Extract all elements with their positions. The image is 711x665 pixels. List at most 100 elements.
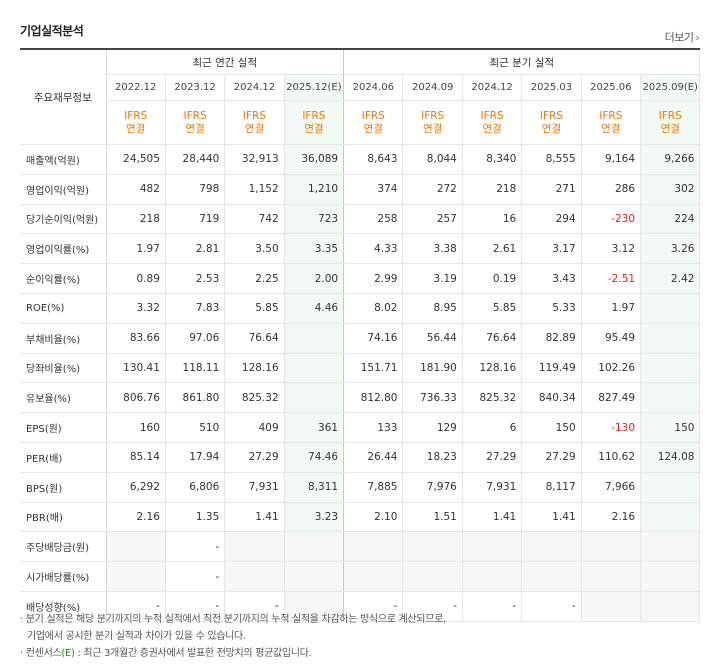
ifrs-label: IFRS 연결 [581, 100, 642, 145]
table-cell: 2.53 [165, 263, 226, 294]
table-cell: 3.19 [402, 263, 463, 294]
table-cell: 510 [165, 412, 226, 443]
table-cell: 5.33 [521, 293, 582, 324]
table-cell: 8,340 [462, 144, 523, 175]
table-cell: 2.16 [106, 502, 166, 533]
row-label: 순이익률(%) [20, 263, 107, 294]
table-cell: 7,885 [343, 472, 404, 503]
row-label: 주당배당금(원) [20, 531, 107, 563]
table-cell [462, 561, 523, 592]
ifrs-line1: IFRS [242, 109, 267, 122]
table-row: EPS(원) 160 510 409 361 133 129 6 150 -130 150 [20, 412, 701, 443]
row-label: ROE(%) [20, 293, 107, 324]
period-header: 2024.09 [402, 74, 463, 101]
table-cell: 2.99 [343, 263, 404, 294]
row-header-label: 주요재무정보 [20, 49, 107, 145]
table-cell: 133 [343, 412, 404, 443]
table-cell: 825.32 [224, 382, 285, 414]
table-cell: 4.46 [284, 293, 345, 324]
row-label: 매출액(억원) [20, 144, 107, 175]
table-cell [640, 472, 701, 503]
table-cell: - [462, 591, 523, 622]
table-cell: 258 [343, 204, 404, 235]
table-row: 영업이익(억원) 482 798 1,152 1,210 374 272 218 271 286 3… [20, 174, 701, 205]
table-cell: 374 [343, 174, 404, 205]
table-cell: 3.38 [402, 233, 463, 265]
table-cell: 224 [640, 204, 701, 235]
table-cell: 151.71 [343, 353, 404, 384]
table-cell: 7,931 [224, 472, 285, 503]
table-cell: 17.94 [165, 442, 226, 473]
table-row: 유보율(%) 806.76 861.80 825.32 812.80 736.33 825.… [20, 382, 701, 414]
ifrs-label: IFRS 연결 [343, 100, 404, 145]
table-cell: 294 [521, 204, 582, 235]
table-cell: 8,117 [521, 472, 582, 503]
table-cell: 361 [284, 412, 345, 443]
table-cell [462, 531, 523, 563]
table-cell: 7,931 [462, 472, 523, 503]
table-cell: 1.35 [165, 502, 226, 533]
table-row: 순이익률(%) 0.89 2.53 2.25 2.00 2.99 3.19 0.19 3.43-… [20, 263, 701, 294]
table-cell [402, 561, 463, 592]
table-cell: 27.29 [462, 442, 523, 473]
table-cell: -130 [581, 412, 642, 443]
table-cell: 302 [640, 174, 701, 205]
table-cell: 825.32 [462, 382, 523, 414]
table-cell [224, 531, 285, 563]
table-cell: 723 [284, 204, 345, 235]
table-cell: 736.33 [402, 382, 463, 414]
table-cell: 124.08 [640, 442, 701, 473]
table-cell: 8,044 [402, 144, 463, 175]
table-cell [581, 591, 642, 622]
table-cell: 3.26 [640, 233, 701, 265]
table-cell: 271 [521, 174, 582, 205]
row-label: 시가배당률(%) [20, 561, 107, 592]
table-cell: 1.41 [224, 502, 285, 533]
table-cell: 1.97 [106, 233, 166, 265]
table-cell: - [165, 531, 226, 563]
row-label: 부채비율(%) [20, 322, 107, 354]
ifrs-line2: 연결 [601, 122, 621, 135]
table-cell [640, 502, 701, 533]
table-cell: 150 [521, 412, 582, 443]
table-cell [402, 531, 463, 563]
table-row: 주당배당금(원) - [20, 531, 701, 563]
table-cell: 1,152 [224, 174, 285, 205]
table-cell: 74.16 [343, 322, 404, 354]
footnote-2: · 컨센서스(E) : 최근 3개월간 증권사에서 발표한 전망치의 평균값입니… [20, 648, 312, 659]
table-cell: 861.80 [165, 382, 226, 414]
ifrs-label: IFRS 연결 [402, 100, 463, 145]
ifrs-line2: 연결 [541, 122, 562, 135]
more-link[interactable]: 더보기 › [664, 29, 700, 45]
table-cell [581, 561, 642, 592]
period-header: 2024.12 [224, 74, 285, 101]
footnotes: · 분기 실적은 해당 분기까지의 누적 실적에서 직전 분기까지의 누적 실적… [20, 611, 700, 662]
row-label: PER(배) [20, 442, 107, 473]
table-cell: 118.11 [165, 353, 226, 384]
table-cell: 119.49 [521, 353, 582, 384]
period-header: 2025.06 [581, 74, 642, 101]
table-cell: 812.80 [343, 382, 404, 414]
more-label: 더보기 [664, 31, 694, 44]
table-cell: 2.10 [343, 502, 404, 533]
ifrs-line1: IFRS [658, 109, 682, 122]
table-cell: 0.89 [106, 263, 166, 294]
table-row: 시가배당률(%) - [20, 561, 701, 592]
table-cell: 257 [402, 204, 463, 235]
chevron-right-icon: › [695, 33, 700, 44]
table-cell: 110.62 [581, 442, 642, 473]
period-header: 2025.09(E) [640, 74, 701, 101]
table-cell: 56.44 [402, 322, 463, 354]
section-title: 기업실적분석 [20, 24, 84, 38]
table-row: 당기순이익(억원) 218 719 742 723 258 257 16 294 -230 224 [20, 204, 701, 235]
table-cell [640, 353, 701, 384]
period-header: 2024.06 [343, 74, 404, 101]
table-cell: 82.89 [521, 322, 582, 354]
table-cell: 97.06 [165, 322, 226, 354]
table-cell: 28,440 [165, 144, 226, 175]
table-cell: 5.85 [462, 293, 523, 324]
ifrs-line1: IFRS [361, 109, 385, 122]
table-cell [343, 531, 404, 563]
table-row: 배당성향(%) - - - - - - - [20, 591, 701, 622]
table-cell: 8.95 [402, 293, 463, 324]
